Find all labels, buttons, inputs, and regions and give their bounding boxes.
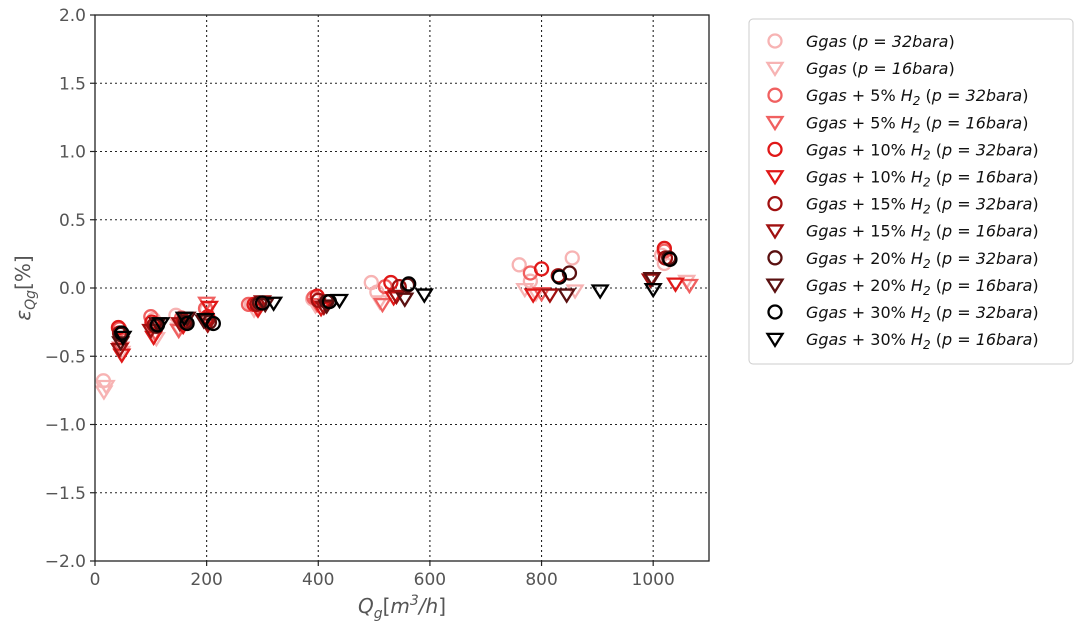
legend-marker [765,224,785,240]
data-point [540,288,560,304]
y-tick-label: 1.5 [59,74,86,94]
legend-marker [765,332,785,349]
data-point [179,315,195,332]
y-tick-label: −0.5 [45,347,86,367]
data-point [551,269,568,285]
data-point [533,261,550,277]
data-point [590,284,610,300]
data-point [384,291,404,307]
legend-entry-label: Ggas + 20% H2 (p = 16bara) [806,276,1039,298]
legend: Ggas (p = 32bara) Ggas (p = 16bara) Ggas +… [748,18,1074,365]
data-point [383,274,399,291]
legend-entry-label: Ggas + 5% H2 (p = 32bara) [806,86,1028,108]
x-tick-label: 400 [302,570,334,590]
data-point [642,272,662,288]
legend-entry-label: Ggas + 10% H2 (p = 16bara) [806,168,1039,190]
y-tick-label: −2.0 [45,552,86,572]
legend-marker [767,250,783,266]
y-tick-label: 0.5 [59,211,86,231]
data-point [401,276,417,292]
data-point [372,297,393,314]
data-point [395,292,415,308]
y-tick-label: 1.0 [59,143,86,163]
legend-entry-label: Ggas (p = 32bara) [806,32,955,51]
data-point [199,300,220,317]
legend-marker [767,87,783,103]
data-point [665,277,686,293]
legend-marker [767,33,783,49]
x-tick-label: 1000 [632,570,675,590]
data-point [317,299,337,315]
x-tick-label: 600 [414,570,446,590]
data-point [113,330,133,347]
legend-entry-label: Ggas + 10% H2 (p = 32bara) [806,140,1039,162]
grid-lines [95,15,709,561]
x-tick-label: 200 [190,570,222,590]
legend-marker [765,115,785,132]
legend-marker [767,195,783,212]
data-point [523,288,543,304]
legend-entry-label: Ggas (p = 16bara) [806,59,955,78]
x-tick-label: 0 [90,570,101,590]
legend-entry-label: Ggas + 30% H2 (p = 32bara) [806,303,1039,325]
data-point [662,251,678,267]
data-point [174,311,194,327]
axis-ticks: 0 200 400 600 800 1000 2.0 1.5 1.0 0.5 0.0 −0.5 −1.0… [45,6,675,590]
legend-entry-label: Ggas + 30% H2 (p = 16bara) [806,330,1039,352]
legend-box [748,18,1074,365]
data-point [264,296,284,312]
data-point [557,288,577,304]
data-point [96,379,116,396]
y-tick-label: 0.0 [59,279,86,299]
legend-marker [767,304,783,320]
x-axis-label: Qg[m3/h] [358,593,446,622]
data-point [151,317,171,333]
data-point [109,343,130,359]
data-point [329,293,350,310]
data-point [565,284,585,300]
legend-marker [765,61,785,78]
y-tick-label: 2.0 [59,6,86,26]
legend-marker [767,141,783,158]
data-point [643,282,663,299]
legend-entry-label: Ggas + 15% H2 (p = 16bara) [806,222,1039,244]
data-point [511,257,527,273]
plot-markers [94,240,700,401]
y-axis-label: εQg[%] [11,255,39,320]
legend-marker [765,170,785,186]
legend-entry-label: Ggas + 15% H2 (p = 32bara) [806,195,1039,217]
legend-entry-label: Ggas + 5% H2 (p = 16bara) [806,113,1028,135]
x-tick-label: 800 [525,570,557,590]
y-tick-label: −1.0 [45,416,86,436]
data-point [564,250,580,266]
y-tick-label: −1.5 [45,484,86,504]
legend-marker [765,278,785,294]
legend-entry-label: Ggas + 20% H2 (p = 32bara) [806,249,1039,271]
data-point [679,278,700,295]
data-point [195,312,216,329]
data-point [414,288,434,304]
